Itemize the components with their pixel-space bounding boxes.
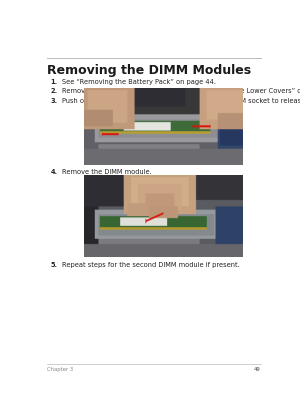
Text: 4.: 4. (50, 169, 57, 176)
Text: Remove the DIMM module.: Remove the DIMM module. (62, 169, 152, 176)
Text: 1.: 1. (50, 79, 57, 84)
Text: 3.: 3. (50, 98, 57, 104)
Text: See “Removing the Battery Pack” on page 44.: See “Removing the Battery Pack” on page … (62, 79, 216, 84)
Text: Removing the DIMM Modules: Removing the DIMM Modules (47, 64, 251, 77)
Text: Repeat steps for the second DIMM module if present.: Repeat steps for the second DIMM module … (62, 262, 240, 268)
Text: Chapter 3: Chapter 3 (47, 367, 73, 372)
Text: Push out the release latches on both sides of the DIMM socket to release the DIM: Push out the release latches on both sid… (62, 98, 300, 104)
Text: Remove the Memory Module cover See “Removing the Lower Covers” on page 44.: Remove the Memory Module cover See “Remo… (62, 88, 300, 94)
Text: 2.: 2. (50, 88, 57, 94)
Text: 49: 49 (254, 367, 261, 372)
Text: 5.: 5. (50, 262, 57, 268)
